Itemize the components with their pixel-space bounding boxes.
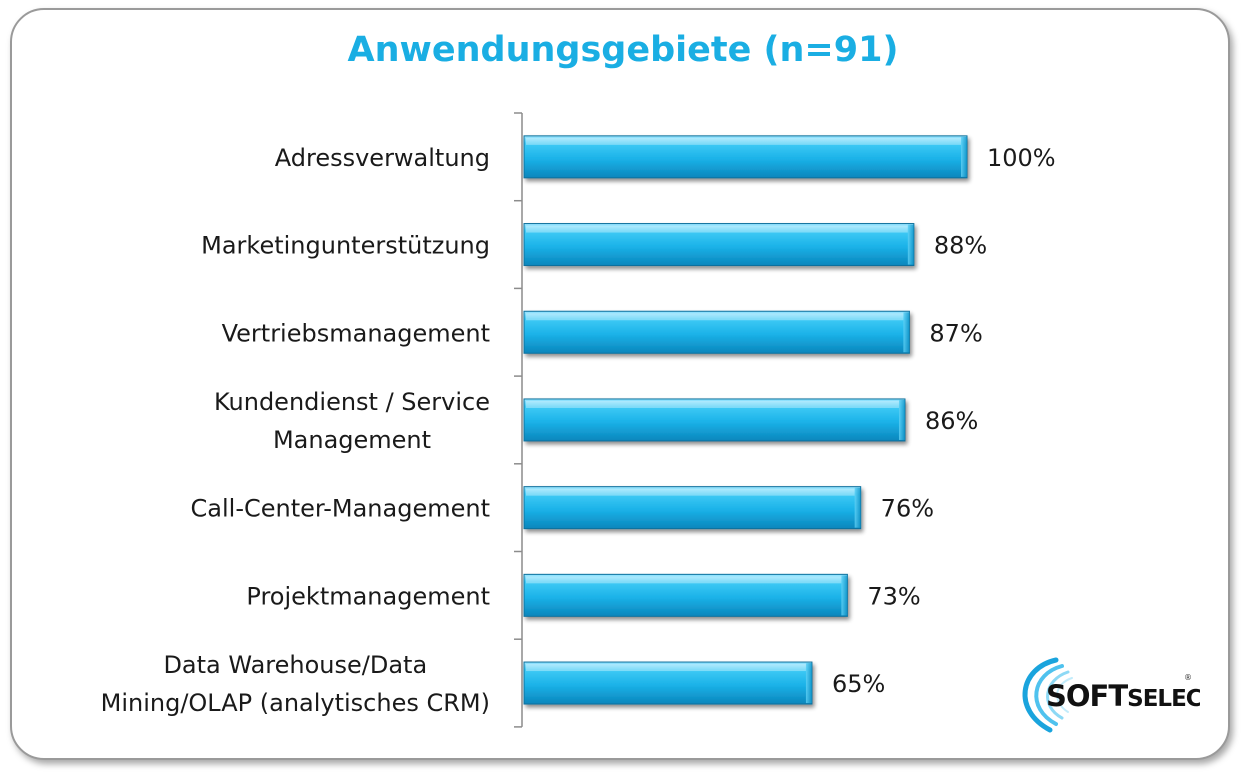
bar-highlight: [526, 576, 842, 584]
category-axis: [514, 112, 523, 728]
bar-highlight: [526, 137, 961, 145]
category-label: Mining/OLAP (analytisches CRM): [101, 689, 490, 717]
logo-text-soft: SOFT: [1046, 679, 1128, 713]
bar-cap: [907, 224, 914, 265]
bar-2: [523, 223, 915, 267]
bar-cap: [898, 399, 905, 440]
value-label: 88%: [934, 232, 987, 260]
softselect-logo: SOFTSELECT ®: [1010, 650, 1219, 740]
svg-text:SOFTSELECT: SOFTSELECT: [1046, 679, 1200, 713]
bar-3: [523, 310, 910, 354]
bars-group: [523, 135, 968, 705]
bar-highlight: [526, 313, 904, 321]
bar-cap: [903, 312, 910, 353]
bar-4: [523, 398, 906, 442]
bar-highlight: [526, 664, 806, 672]
value-label: 86%: [925, 407, 978, 435]
category-label: Marketingunterstützung: [201, 232, 490, 260]
bar-cap: [841, 575, 848, 616]
bar-cap: [805, 663, 812, 704]
bar-highlight: [526, 400, 899, 408]
category-label: Adressverwaltung: [275, 144, 490, 172]
bar-highlight: [526, 488, 855, 496]
value-label: 73%: [867, 582, 920, 610]
bar-7: [523, 661, 813, 705]
value-label: 100%: [987, 144, 1056, 172]
bar-5: [523, 486, 862, 530]
logo-registered-mark: ®: [1184, 673, 1192, 682]
value-label: 87%: [929, 319, 982, 347]
value-label: 76%: [881, 495, 934, 523]
chart-title: Anwendungsgebiete (n=91): [347, 30, 899, 70]
category-label: Vertriebsmanagement: [222, 319, 490, 347]
bar-cap: [854, 487, 861, 528]
value-label: 65%: [832, 670, 885, 698]
bar-highlight: [526, 225, 908, 233]
labels-group: 100% Adressverwaltung 88% Marketingunterstü…: [101, 144, 1056, 717]
category-label: Data Warehouse/Data: [163, 651, 427, 679]
category-label: Projektmanagement: [246, 582, 490, 610]
bar-6: [523, 573, 848, 617]
category-label: Call-Center-Management: [191, 495, 490, 523]
bar-cap: [961, 136, 967, 177]
category-label: Kundendienst / Service: [214, 388, 490, 416]
category-label: Management: [273, 426, 431, 454]
chart-frame: [10, 8, 1230, 760]
bar-1: [523, 135, 968, 179]
logo-text-select: SELECT: [1127, 686, 1200, 712]
